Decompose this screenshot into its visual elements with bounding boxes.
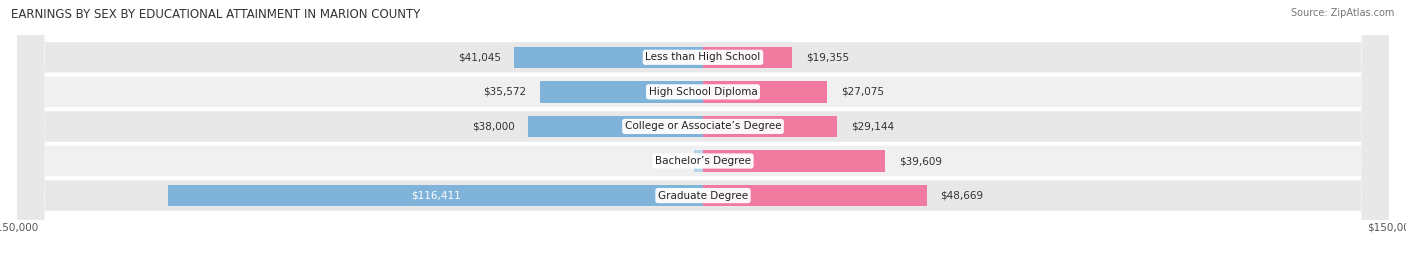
Bar xyxy=(540,81,703,103)
Text: $27,075: $27,075 xyxy=(841,87,884,97)
Text: Graduate Degree: Graduate Degree xyxy=(658,191,748,200)
Text: EARNINGS BY SEX BY EDUCATIONAL ATTAINMENT IN MARION COUNTY: EARNINGS BY SEX BY EDUCATIONAL ATTAINMEN… xyxy=(11,8,420,21)
Text: Bachelor’s Degree: Bachelor’s Degree xyxy=(655,156,751,166)
FancyBboxPatch shape xyxy=(17,0,1389,268)
Text: High School Diploma: High School Diploma xyxy=(648,87,758,97)
FancyBboxPatch shape xyxy=(17,0,1389,268)
Text: $0: $0 xyxy=(676,156,689,166)
Text: $35,572: $35,572 xyxy=(482,87,526,97)
Text: Source: ZipAtlas.com: Source: ZipAtlas.com xyxy=(1291,8,1395,18)
Bar xyxy=(529,116,703,137)
FancyBboxPatch shape xyxy=(17,0,1389,268)
Text: $116,411: $116,411 xyxy=(411,191,461,200)
Bar xyxy=(515,47,703,68)
Bar xyxy=(703,81,827,103)
Text: Less than High School: Less than High School xyxy=(645,52,761,62)
Text: $41,045: $41,045 xyxy=(458,52,501,62)
Text: $39,609: $39,609 xyxy=(898,156,942,166)
Text: $29,144: $29,144 xyxy=(851,121,894,131)
Bar xyxy=(703,116,837,137)
Bar xyxy=(703,185,927,206)
Bar xyxy=(703,150,884,172)
FancyBboxPatch shape xyxy=(17,0,1389,268)
Text: $19,355: $19,355 xyxy=(806,52,849,62)
Bar xyxy=(693,150,703,172)
Text: $38,000: $38,000 xyxy=(472,121,515,131)
Text: College or Associate’s Degree: College or Associate’s Degree xyxy=(624,121,782,131)
FancyBboxPatch shape xyxy=(17,0,1389,268)
Bar xyxy=(703,47,792,68)
Bar xyxy=(169,185,703,206)
Text: $48,669: $48,669 xyxy=(941,191,983,200)
